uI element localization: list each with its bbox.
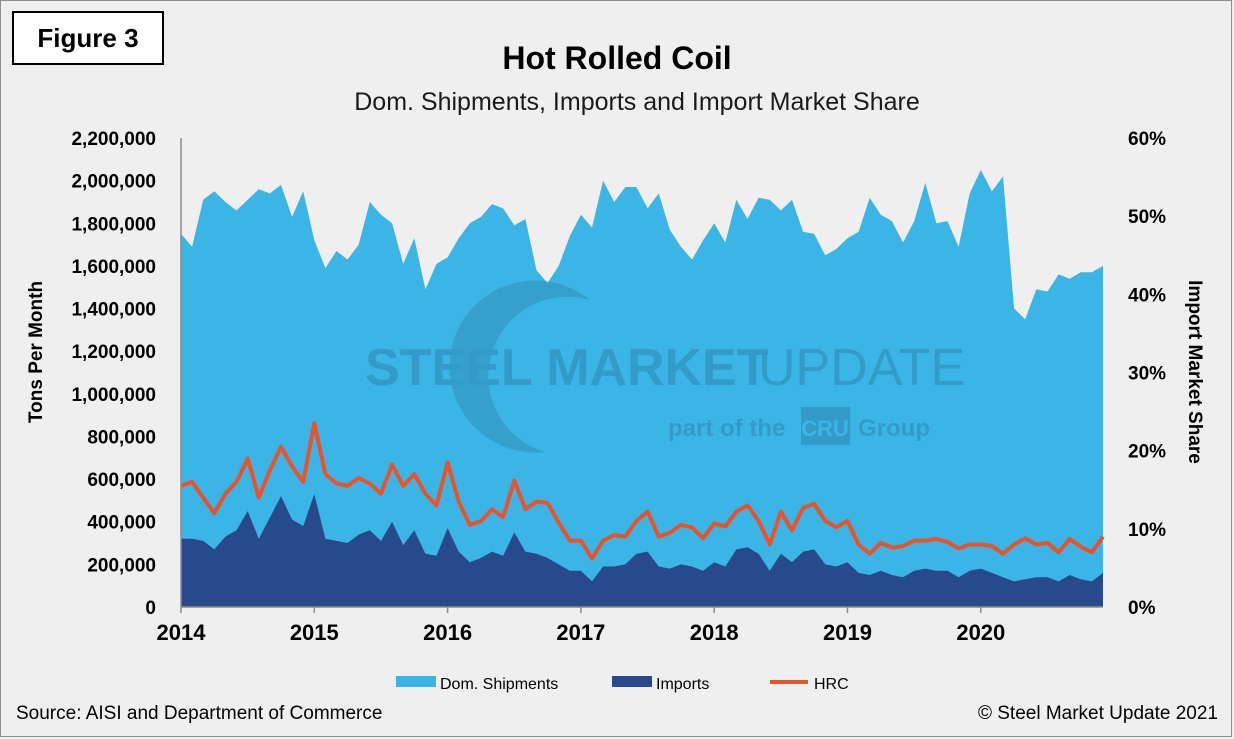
y-tick-label: 1,400,000	[71, 300, 156, 321]
x-tick-label: 2020	[956, 620, 1005, 645]
legend: Dom. Shipments Imports HRC	[396, 676, 849, 693]
figure-label: Figure 3	[12, 11, 164, 65]
hrc-series	[180, 421, 1105, 561]
legend-dom-shipments-label: Dom. Shipments	[440, 676, 558, 693]
x-tick-label: 2019	[823, 620, 872, 645]
watermark-line2-right: Group	[858, 415, 930, 442]
x-axis-ticks: 2014 2015 2016 2017 2018 2019 2020	[157, 607, 1005, 645]
dom-shipments-area	[181, 170, 1103, 607]
imports-area	[181, 494, 1103, 607]
x-tick-label: 2017	[556, 620, 605, 645]
y2-tick-label: 0%	[1128, 598, 1156, 619]
y2-tick-label: 40%	[1128, 285, 1166, 306]
y-tick-label: 200,000	[87, 555, 156, 576]
y2-axis-label: Import Market Share	[1184, 280, 1205, 464]
y2-tick-label: 30%	[1128, 364, 1166, 385]
watermark-badge: CRU	[801, 416, 849, 441]
y-tick-label: 2,200,000	[71, 129, 156, 150]
plot-area	[181, 170, 1103, 607]
x-tick-label: 2016	[423, 620, 472, 645]
x-tick-label: 2018	[690, 620, 739, 645]
y-tick-label: 1,200,000	[71, 342, 156, 363]
chart-subtitle: Dom. Shipments, Imports and Import Marke…	[354, 88, 920, 116]
y-tick-label: 800,000	[87, 427, 156, 448]
y-tick-label: 600,000	[87, 470, 156, 491]
legend-dom-shipments-swatch	[396, 676, 436, 687]
y-tick-label: 0	[145, 598, 156, 619]
copyright-note: © Steel Market Update 2021	[977, 703, 1218, 724]
watermark-logo: STEEL MARKET UPDATE part of the CRU Grou…	[365, 280, 965, 453]
legend-imports-label: Imports	[656, 676, 709, 693]
y-axis-label: Tons Per Month	[26, 281, 47, 423]
watermark-line1-bold: STEEL MARKET	[365, 339, 769, 397]
x-tick-label: 2015	[290, 620, 339, 645]
y2-axis-ticks: 0% 10% 20% 30% 40% 50% 60%	[1128, 129, 1166, 619]
y2-tick-label: 50%	[1128, 207, 1166, 228]
y-tick-label: 1,600,000	[71, 257, 156, 278]
watermark-badge-box	[801, 407, 850, 445]
y2-tick-label: 60%	[1128, 129, 1166, 150]
y-tick-label: 1,000,000	[71, 385, 156, 406]
y-tick-label: 2,000,000	[71, 172, 156, 193]
legend-imports-swatch	[612, 676, 652, 687]
y-axis-ticks: 0 200,000 400,000 600,000 800,000 1,000,000 1,…	[71, 129, 156, 619]
legend-hrc-label: HRC	[814, 676, 849, 693]
y2-tick-label: 10%	[1128, 520, 1166, 541]
axes: 0 200,000 400,000 600,000 800,000 1,000,000 1,…	[71, 129, 1166, 645]
y2-tick-label: 20%	[1128, 442, 1166, 463]
chart-title: Hot Rolled Coil	[502, 40, 732, 76]
y-tick-label: 400,000	[87, 513, 156, 534]
watermark-swoosh	[449, 280, 590, 453]
source-note: Source: AISI and Department of Commerce	[16, 703, 383, 724]
x-tick-label: 2014	[157, 620, 207, 645]
y-tick-label: 1,800,000	[71, 214, 156, 235]
hrc-line	[180, 421, 1105, 561]
watermark-line2-left: part of the	[668, 415, 785, 442]
watermark-line1-light: UPDATE	[758, 339, 965, 397]
